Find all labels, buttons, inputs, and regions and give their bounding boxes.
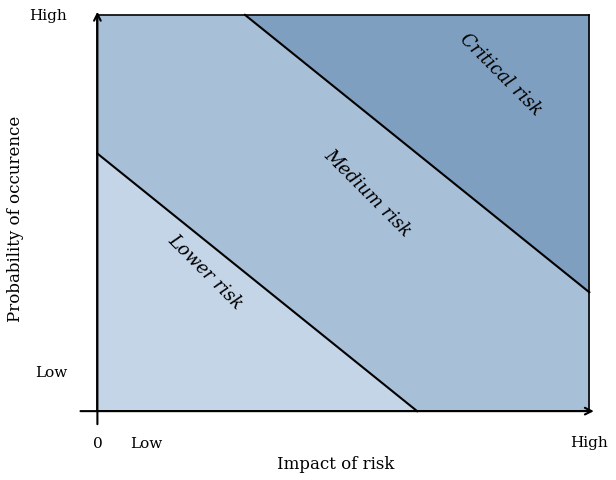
Text: Medium risk: Medium risk xyxy=(321,146,415,240)
Text: Lower risk: Lower risk xyxy=(164,231,246,313)
X-axis label: Impact of risk: Impact of risk xyxy=(277,456,395,473)
Text: Critical risk: Critical risk xyxy=(456,30,545,119)
Y-axis label: Probability of occurence: Probability of occurence xyxy=(7,116,24,322)
